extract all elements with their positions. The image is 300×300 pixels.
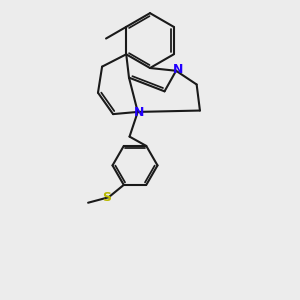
Text: N: N [173, 63, 184, 76]
Text: S: S [102, 191, 111, 204]
Text: N: N [134, 106, 144, 119]
